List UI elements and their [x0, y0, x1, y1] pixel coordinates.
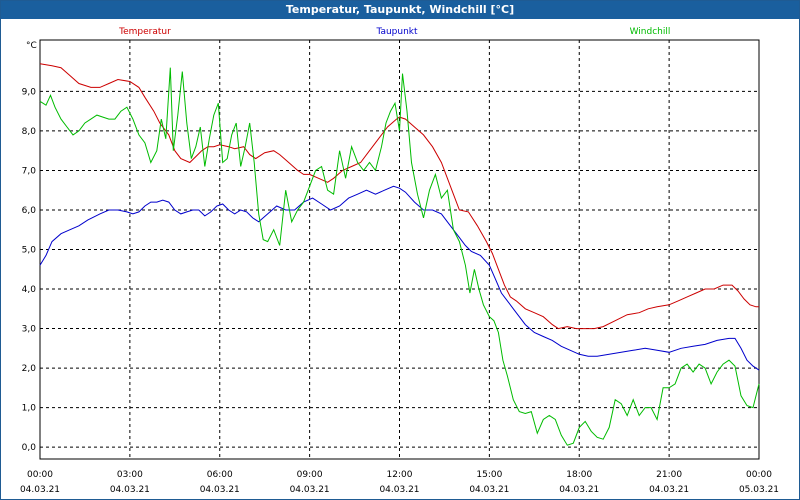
series-line-windchill: [39, 67, 760, 446]
series-line-taupunkt: [39, 185, 760, 371]
y-axis-ticks: 0,0 1,0 2,0 3,0 4,0 5,0 6,0 7,0 8,0 9,0: [22, 87, 37, 453]
x-tick-time: 00:00: [746, 470, 772, 480]
y-tick-label: 5,0: [22, 246, 37, 256]
y-axis-unit: °C: [26, 41, 37, 51]
x-tick-date: 04.03.21: [200, 485, 240, 495]
x-tick-date: 04.03.21: [379, 485, 419, 495]
x-tick-time: 12:00: [387, 470, 413, 480]
x-tick-date: 04.03.21: [110, 485, 150, 495]
x-axis-ticks: 00:00 04.03.21 03:00 04.03.21 06:00 04.03.21 0…: [20, 470, 779, 495]
y-tick-label: 7,0: [22, 166, 37, 176]
x-tick-date: 04.03.21: [469, 485, 509, 495]
x-tick-time: 15:00: [476, 470, 502, 480]
grid: [40, 40, 759, 459]
x-tick-time: 03:00: [117, 470, 143, 480]
y-tick-label: 0,0: [22, 443, 37, 453]
y-tick-label: 2,0: [22, 364, 37, 374]
x-tick-time: 18:00: [566, 470, 592, 480]
y-tick-label: 6,0: [22, 206, 37, 216]
legend: Temperatur Taupunkt Windchill: [118, 27, 670, 37]
x-tick-date: 04.03.21: [20, 485, 60, 495]
x-tick-time: 06:00: [207, 470, 233, 480]
legend-item-taupunkt: Taupunkt: [375, 27, 418, 37]
x-tick-time: 21:00: [656, 470, 682, 480]
x-tick-date: 04.03.21: [649, 485, 689, 495]
x-tick-date: 05.03.21: [739, 485, 779, 495]
legend-item-temperatur: Temperatur: [118, 27, 171, 37]
y-tick-label: 9,0: [22, 87, 37, 97]
y-tick-label: 4,0: [22, 285, 37, 295]
x-tick-date: 04.03.21: [559, 485, 599, 495]
legend-item-windchill: Windchill: [630, 27, 671, 37]
window-title: Temperatur, Taupunkt, Windchill [°C]: [1, 1, 799, 19]
y-tick-label: 1,0: [22, 404, 37, 414]
series-group: [39, 63, 760, 446]
x-tick-date: 04.03.21: [290, 485, 330, 495]
y-tick-label: 8,0: [22, 127, 37, 137]
x-tick-time: 00:00: [27, 470, 53, 480]
x-tick-time: 09:00: [297, 470, 323, 480]
y-tick-label: 3,0: [22, 325, 37, 335]
